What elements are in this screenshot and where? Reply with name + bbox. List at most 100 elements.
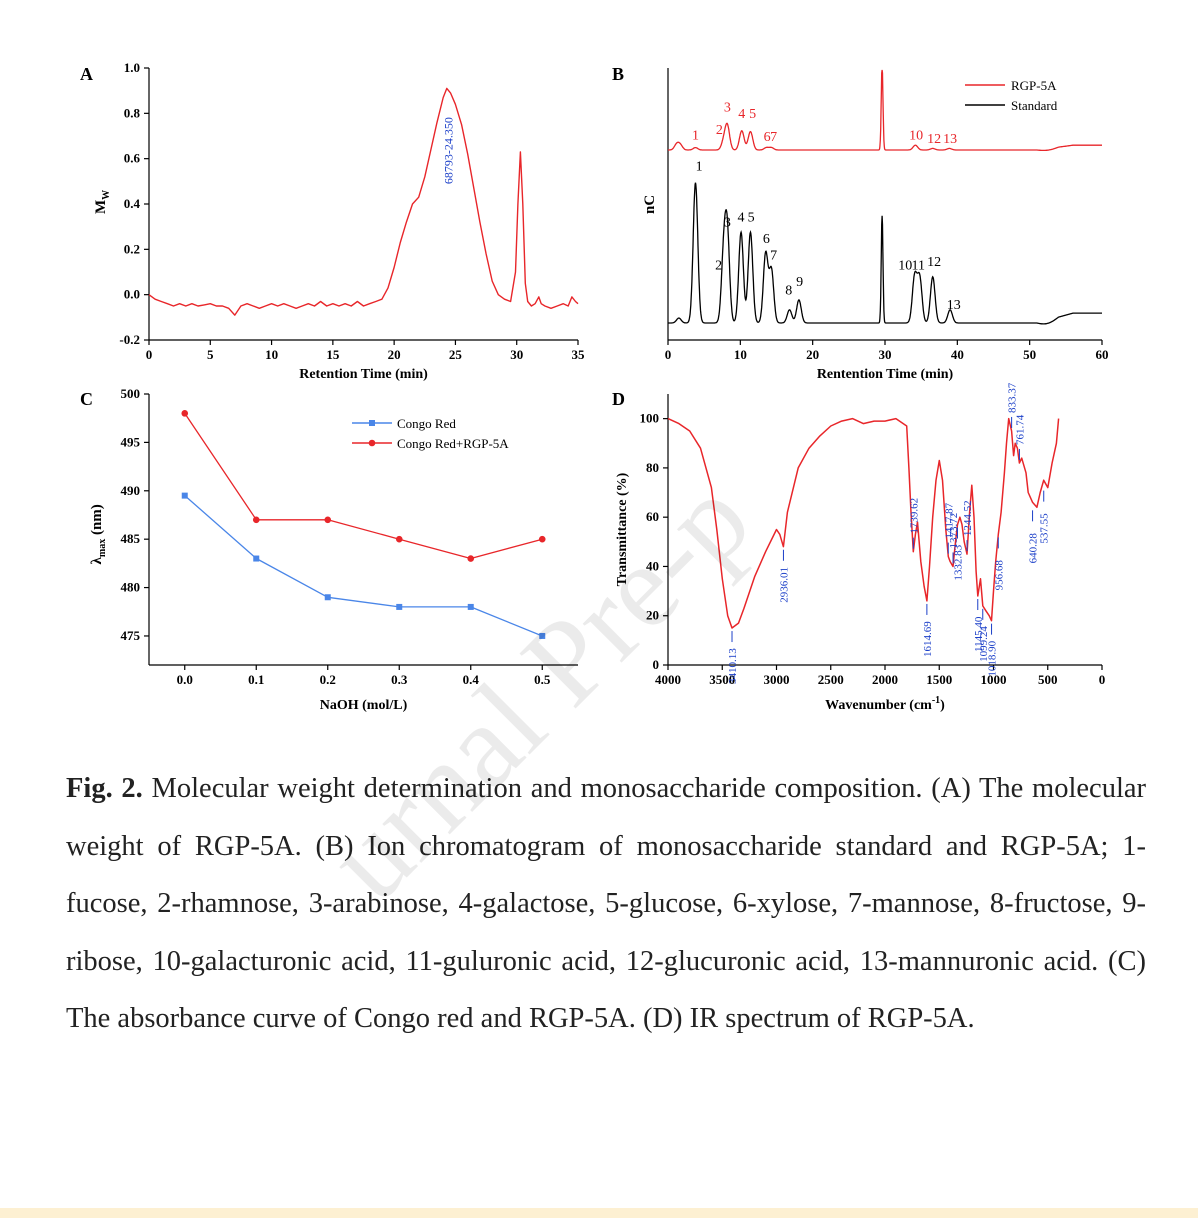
- y-tick-label: 475: [121, 628, 141, 643]
- y-axis-title: MW: [93, 190, 112, 214]
- panel-label-c: C: [80, 389, 93, 409]
- legend-marker: [368, 439, 376, 447]
- data-point: [181, 410, 189, 417]
- panel-c: C 0.0 0.1 0.2 0.3 0.4 0.5 475 480 485 490 495 500 Con…: [80, 386, 578, 713]
- peak-label: 3: [724, 101, 731, 116]
- peak-label: 6: [764, 130, 771, 145]
- y-tick-label: 490: [121, 483, 141, 498]
- x-tick-label: 60: [1096, 347, 1109, 362]
- x-tick-label: 3500: [709, 672, 735, 687]
- x-tick-label: 0.3: [391, 672, 408, 687]
- series-line: [184, 413, 543, 560]
- panel-label-d: D: [612, 389, 625, 409]
- y-tick-label: 0.4: [124, 196, 141, 211]
- panel-label-a: A: [80, 64, 93, 84]
- peak-label: 6: [763, 232, 770, 247]
- y-tick-label: 80: [646, 460, 659, 475]
- peak-label: 7: [770, 130, 777, 145]
- peak-label: 4: [738, 107, 745, 122]
- x-tick-label: 1500: [926, 672, 952, 687]
- series-line: [184, 495, 543, 637]
- caption-text: Molecular weight determination and monos…: [66, 773, 1147, 1034]
- data-point: [181, 492, 188, 499]
- x-tick-label: 10: [734, 347, 747, 362]
- data-point: [252, 516, 260, 524]
- peak-annotation: 1739.62: [908, 498, 920, 534]
- data-point: [396, 603, 403, 610]
- panel-label-b: B: [612, 64, 624, 84]
- peak-annotation: 1145.40: [973, 616, 985, 652]
- chromatogram-line: [668, 69, 1102, 152]
- y-tick-label: 100: [640, 411, 660, 426]
- x-tick-label: 20: [388, 347, 401, 362]
- x-tick-label: 0.4: [463, 672, 480, 687]
- peak-annotation: 537.55: [1039, 513, 1051, 544]
- x-tick-label: 30: [879, 347, 892, 362]
- y-tick-label: 480: [121, 580, 141, 595]
- peak-annotation: 761.74: [1014, 414, 1026, 445]
- peak-label: 7: [770, 249, 777, 264]
- legend-label: RGP-5A: [1011, 78, 1057, 93]
- x-tick-label: 0: [146, 347, 153, 362]
- y-tick-label: 40: [646, 558, 659, 573]
- data-point: [467, 555, 475, 562]
- y-tick-label: 60: [646, 509, 659, 524]
- legend-label: Congo Red: [397, 416, 456, 431]
- peak-label: 11: [912, 259, 925, 274]
- peak-label: 4: [738, 211, 745, 226]
- figure-caption: Fig. 2. Molecular weight determination a…: [66, 760, 1146, 1048]
- x-tick-label: 40: [951, 347, 964, 362]
- peak-annotation: 3410.13: [727, 648, 739, 684]
- panel-d: D 4000 3500 3000 2500 2000 1500 1000 500 0 0 20 40 60…: [612, 382, 1105, 713]
- x-tick-label: 15: [326, 347, 340, 362]
- x-axis-title-end: ): [940, 698, 945, 713]
- x-tick-label: 0.1: [248, 672, 264, 687]
- peak-annotation: 833.37: [1007, 382, 1019, 413]
- y-tick-label: 0: [653, 657, 660, 672]
- x-axis-title-sup: -1: [932, 695, 940, 706]
- peak-annotation: 1373.72: [948, 513, 960, 549]
- data-point: [324, 594, 331, 601]
- peak-label: 13: [947, 298, 961, 313]
- y-axis-title-unit: (nm): [89, 504, 105, 539]
- data-point: [395, 535, 403, 543]
- x-axis-title: Wavenumber (cm-1): [825, 695, 945, 713]
- peak-label: 1: [692, 129, 699, 144]
- chromatogram-line: [668, 182, 1102, 325]
- x-tick-label: 0.0: [177, 672, 193, 687]
- y-axis-title: nC: [642, 195, 658, 214]
- y-tick-label: 0.2: [124, 241, 140, 256]
- y-tick-label: -0.2: [119, 332, 140, 347]
- y-tick-label: 485: [121, 531, 141, 546]
- x-tick-label: 5: [207, 347, 214, 362]
- peak-label: 3: [724, 216, 731, 231]
- mw-series-line: [148, 87, 579, 316]
- data-point: [324, 516, 332, 524]
- y-axis-title: λmax (nm): [89, 504, 108, 564]
- peak-label: 5: [749, 107, 756, 122]
- peak-label: 2: [715, 259, 722, 274]
- y-axis-title-sub: max: [97, 539, 108, 557]
- bottom-bar: [0, 1208, 1198, 1218]
- x-tick-label: 35: [572, 347, 586, 362]
- data-point: [538, 535, 546, 543]
- data-point: [253, 555, 260, 562]
- x-axis-title: Rentention Time (min): [817, 367, 954, 382]
- x-tick-label: 1000: [981, 672, 1007, 687]
- legend-marker: [369, 420, 375, 426]
- peak-label: 9: [796, 275, 803, 290]
- x-tick-label: 50: [1023, 347, 1036, 362]
- y-axis-title: Transmittance (%): [615, 472, 630, 586]
- x-tick-label: 2500: [818, 672, 844, 687]
- y-tick-label: 20: [646, 608, 659, 623]
- peak-annotation: 1099.24: [978, 626, 990, 662]
- peak-label: 10: [909, 129, 923, 144]
- x-tick-label: 25: [449, 347, 463, 362]
- ir-spectrum-line: [667, 417, 1060, 629]
- y-tick-label: 495: [121, 434, 141, 449]
- peak-label: 12: [927, 132, 941, 147]
- peak-annotation: 1614.69: [922, 621, 934, 657]
- x-tick-label: 4000: [655, 672, 681, 687]
- peak-annotation: 1018.90: [987, 640, 999, 676]
